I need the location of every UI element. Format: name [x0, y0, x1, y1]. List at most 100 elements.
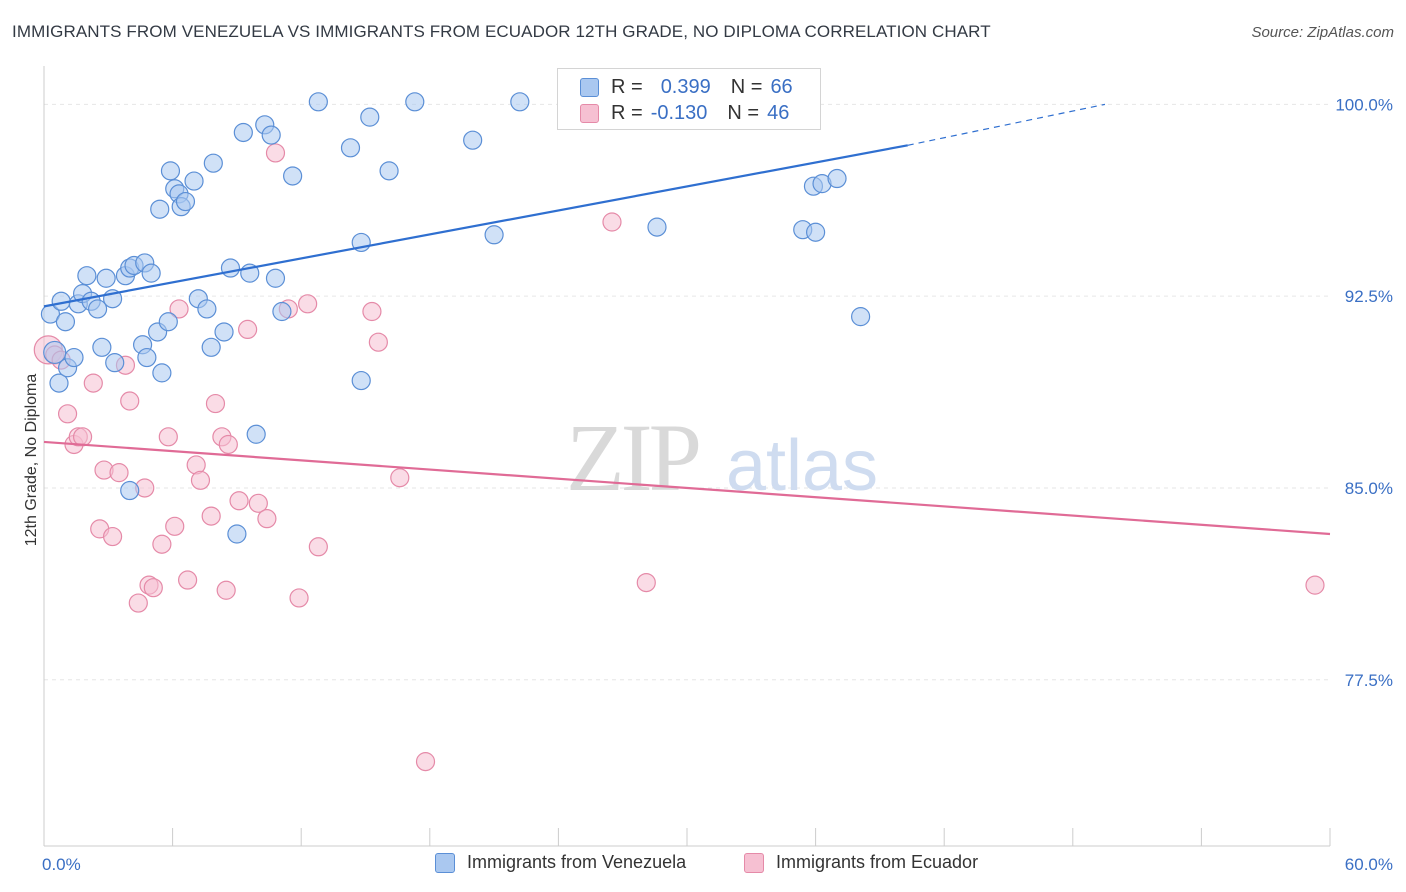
- venezuela-point: [851, 307, 871, 327]
- venezuela-point: [96, 268, 116, 288]
- x-tick-label: 60.0%: [1345, 855, 1393, 874]
- ecuador-point: [1305, 575, 1325, 595]
- chart-title: IMMIGRANTS FROM VENEZUELA VS IMMIGRANTS …: [12, 22, 991, 41]
- legend-box: R = 0.399 N = 66 R = -0.130 N = 46: [557, 68, 821, 130]
- y-tick-label: 92.5%: [1345, 287, 1393, 306]
- legend-r-label: R =: [611, 101, 643, 124]
- ecuador-point: [143, 578, 163, 598]
- venezuela-point: [120, 480, 140, 501]
- venezuela-point: [55, 312, 76, 332]
- y-axis-label: 12th Grade, No Diploma: [23, 373, 40, 547]
- ecuador-point: [238, 319, 258, 340]
- legend-r-value: 0.399: [660, 75, 711, 98]
- venezuela-point: [272, 301, 292, 322]
- ecuador-point: [178, 570, 198, 590]
- venezuela-point: [805, 222, 826, 242]
- ecuador-point: [102, 526, 123, 547]
- venezuela-point: [510, 92, 530, 112]
- ecuador-point: [636, 572, 656, 593]
- venezuela-point: [227, 524, 247, 544]
- legend-n-value: 66: [770, 75, 793, 98]
- venezuela-point: [233, 122, 253, 143]
- bottom-legend-swatch-ecuador: [744, 852, 764, 873]
- ecuador-point: [289, 588, 309, 608]
- trend-layer: [43, 103, 1331, 536]
- venezuela-point: [64, 347, 84, 368]
- ecuador-point: [158, 427, 178, 447]
- ecuador-point: [72, 427, 93, 447]
- venezuela-point: [43, 340, 67, 365]
- tick-labels: 77.5% 85.0% 92.5% 100.0% 0.0% 60.0%: [42, 95, 1393, 874]
- ecuador-point: [248, 493, 268, 513]
- venezuela-point: [201, 337, 221, 357]
- legend-n-value: 46: [767, 101, 790, 124]
- venezuela-point: [87, 299, 108, 319]
- venezuela-trend-extension: [907, 103, 1106, 146]
- venezuela-point: [175, 191, 196, 212]
- venezuela-point: [261, 125, 281, 145]
- venezuela-point: [340, 138, 361, 158]
- bottom-legend-ecuador: Immigrants from Ecuador: [744, 852, 978, 873]
- legend-swatch-ecuador: [580, 103, 599, 123]
- ecuador-point: [298, 294, 318, 314]
- ecuador-point: [218, 434, 238, 455]
- venezuela-point: [197, 299, 217, 319]
- ecuador-point: [368, 332, 388, 352]
- ecuador-point: [257, 509, 277, 529]
- venezuela-point: [351, 370, 371, 391]
- grid-layer: [44, 103, 1330, 681]
- legend-n-label: N =: [727, 101, 760, 124]
- ecuador-point: [165, 516, 185, 536]
- ecuador-point: [415, 752, 436, 772]
- ecuador-point: [390, 468, 410, 488]
- legend-row-ecuador: R = -0.130 N = 46: [580, 101, 789, 125]
- ecuador-point: [120, 391, 140, 411]
- venezuela-point: [92, 337, 112, 357]
- venezuela-point: [379, 161, 399, 181]
- ecuador-point: [362, 301, 382, 322]
- y-tick-label: 77.5%: [1345, 671, 1393, 690]
- bottom-legend-label-venezuela: Immigrants from Venezuela: [467, 852, 687, 872]
- venezuela-point: [160, 161, 181, 181]
- ecuador-point: [229, 491, 249, 511]
- venezuela-point: [77, 266, 97, 286]
- venezuela-point: [827, 168, 847, 189]
- venezuela-point: [152, 363, 172, 383]
- ecuador-point: [216, 580, 236, 600]
- ecuador-point: [201, 506, 221, 526]
- ecuador-trend-line: [43, 440, 1331, 536]
- legend-r-label: R =: [611, 75, 643, 98]
- ecuador-point: [308, 537, 328, 557]
- venezuela-point: [49, 373, 69, 393]
- bottom-legend-venezuela: Immigrants from Venezuela: [435, 852, 686, 873]
- venezuela-point: [220, 258, 241, 278]
- x-tick-label: 0.0%: [42, 855, 81, 874]
- venezuela-point: [184, 171, 204, 191]
- ecuador-point: [169, 299, 189, 319]
- venezuela-point: [463, 130, 483, 150]
- y-tick-label: 85.0%: [1345, 479, 1393, 498]
- venezuela-trend-line: [43, 144, 908, 308]
- venezuela-point: [137, 347, 157, 368]
- watermark-zip: ZIP: [566, 404, 699, 511]
- ecuador-point: [128, 593, 148, 613]
- venezuela-point: [203, 153, 223, 173]
- y-tick-label: 100.0%: [1335, 95, 1393, 114]
- venezuela-point: [246, 424, 266, 444]
- bottom-legend: Immigrants from Venezuela Immigrants fro…: [0, 852, 1406, 878]
- bottom-legend-swatch-venezuela: [435, 852, 455, 873]
- venezuela-point: [308, 92, 328, 112]
- venezuela-point: [360, 107, 380, 127]
- venezuela-point: [283, 166, 303, 186]
- watermark: ZIP atlas: [566, 404, 878, 511]
- legend-row-venezuela: R = 0.399 N = 66: [580, 75, 793, 99]
- legend-r-value: -0.130: [650, 101, 708, 124]
- venezuela-point: [105, 353, 125, 373]
- ecuador-point: [190, 470, 211, 490]
- venezuela-point: [484, 225, 504, 245]
- ecuador-point: [265, 143, 286, 163]
- venezuela-point: [214, 322, 234, 342]
- ecuador-point: [152, 534, 172, 554]
- ecuador-point: [83, 373, 103, 393]
- legend-swatch-venezuela: [580, 77, 599, 97]
